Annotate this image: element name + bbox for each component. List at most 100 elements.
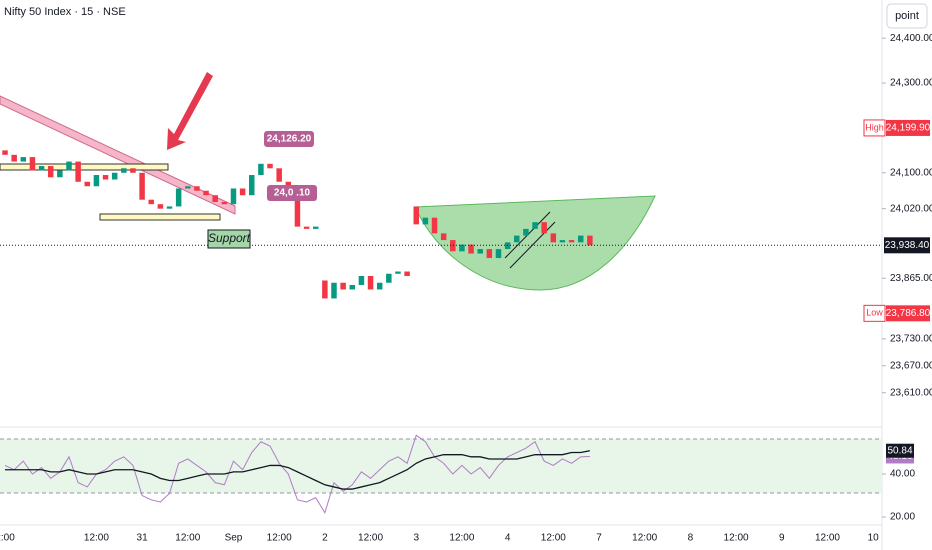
- x-tick-label: 2:00: [0, 533, 15, 544]
- candle-body: [294, 190, 301, 227]
- high-label: 24,199.90: [886, 123, 931, 134]
- candle-body: [148, 199, 154, 205]
- candle-body: [459, 244, 465, 252]
- button-label[interactable]: point: [895, 10, 919, 22]
- candle-body: [221, 201, 228, 205]
- candle-body: [477, 249, 483, 254]
- chart-title: Nifty 50 Index · 15 · NSE: [4, 6, 126, 18]
- callout-line: [257, 149, 269, 164]
- x-tick-label: 7: [596, 533, 602, 544]
- y-tick-label: 24,100.00: [890, 167, 932, 178]
- candle-body: [450, 240, 456, 252]
- y-tick-label: 24,020.00: [890, 203, 932, 214]
- x-tick-label: 12:00: [84, 533, 109, 544]
- candle-body: [157, 204, 164, 209]
- low-name: Low: [866, 308, 883, 318]
- candle-body: [386, 273, 392, 283]
- x-tick-label: 12:00: [541, 533, 566, 544]
- candle-body: [322, 280, 328, 299]
- x-tick-label: 12:00: [815, 533, 840, 544]
- y-tick-label: 23,670.00: [890, 360, 932, 371]
- support-label: Support: [208, 231, 251, 245]
- y-tick-label: 24,400.00: [890, 33, 932, 44]
- candle-body: [258, 163, 264, 176]
- y-tick-label: 23,730.00: [890, 333, 932, 344]
- last-price-box: [884, 237, 930, 254]
- candle-body: [550, 233, 557, 243]
- x-tick-label: 12:00: [632, 533, 657, 544]
- candle-body: [340, 282, 346, 290]
- callout-label: 24,126.20: [267, 134, 312, 145]
- candle-body: [577, 235, 584, 243]
- support-label-box: [207, 229, 251, 249]
- rsi-line: [5, 450, 590, 490]
- support-zone: [99, 213, 221, 221]
- candle-body: [468, 244, 474, 254]
- price-callout: [267, 185, 317, 201]
- candle-body: [20, 157, 27, 162]
- y-tick-label: 24,300.00: [890, 78, 932, 89]
- candle-body: [587, 235, 593, 246]
- candle-body: [367, 276, 374, 290]
- low-label: 23,786.80: [886, 308, 931, 319]
- last-price-label: 23,938.40: [885, 240, 930, 251]
- candle-body: [395, 271, 401, 274]
- candle-body: [130, 168, 136, 173]
- candle-body: [2, 150, 8, 155]
- candle-body: [121, 168, 127, 173]
- x-tick-label: Sep: [225, 533, 243, 544]
- candle-body: [175, 188, 182, 207]
- candle-body: [559, 240, 566, 243]
- candle-body: [568, 240, 575, 243]
- callout-label: 24,0 .10: [274, 188, 311, 199]
- last-value-label: 50.84: [887, 445, 912, 456]
- x-tick-label: 12:00: [267, 533, 292, 544]
- candle-body: [38, 166, 45, 171]
- candle-body: [431, 217, 438, 234]
- candle-body: [11, 154, 17, 162]
- x-tick-label: 4: [505, 533, 511, 544]
- candle-body: [495, 249, 502, 259]
- candle-body: [139, 172, 145, 200]
- low-box: [886, 305, 930, 322]
- candle-body: [349, 284, 356, 290]
- low-tag: [863, 304, 886, 322]
- y-tick-label: 23,865.00: [890, 273, 932, 284]
- high-tag: [863, 119, 886, 137]
- candle-body: [267, 163, 273, 169]
- y-tick-label: 40.00: [890, 469, 915, 480]
- candle-body: [111, 172, 118, 180]
- candle-body: [303, 226, 310, 229]
- candle-body: [203, 190, 209, 196]
- rsi-band: [0, 438, 882, 493]
- candle-body: [331, 282, 337, 299]
- callout-line: [261, 199, 273, 216]
- last-value-box: [886, 443, 914, 458]
- candle-body: [541, 222, 547, 234]
- y-tick-label: 23,610.00: [890, 387, 932, 398]
- point-button[interactable]: [886, 3, 928, 29]
- x-tick-label: 8: [688, 533, 694, 544]
- x-tick-label: 2: [322, 533, 328, 544]
- candle-body: [84, 181, 91, 187]
- candle-body: [422, 217, 429, 225]
- x-tick-label: 10: [868, 533, 880, 544]
- candle-body: [194, 186, 200, 191]
- candle-body: [166, 206, 173, 209]
- candle-body: [29, 157, 36, 171]
- candle-body: [486, 249, 493, 259]
- price-callout: [264, 131, 314, 147]
- candle-body: [185, 186, 191, 189]
- candle-body: [230, 188, 237, 205]
- candle-body: [276, 168, 282, 182]
- x-tick-label: 31: [137, 533, 149, 544]
- candle-body: [523, 228, 529, 236]
- candle-body: [57, 170, 63, 178]
- candle-body: [93, 175, 100, 187]
- candle-body: [212, 195, 218, 202]
- candle-body: [440, 233, 447, 241]
- candle-body: [102, 175, 109, 180]
- candle-body: [47, 166, 54, 178]
